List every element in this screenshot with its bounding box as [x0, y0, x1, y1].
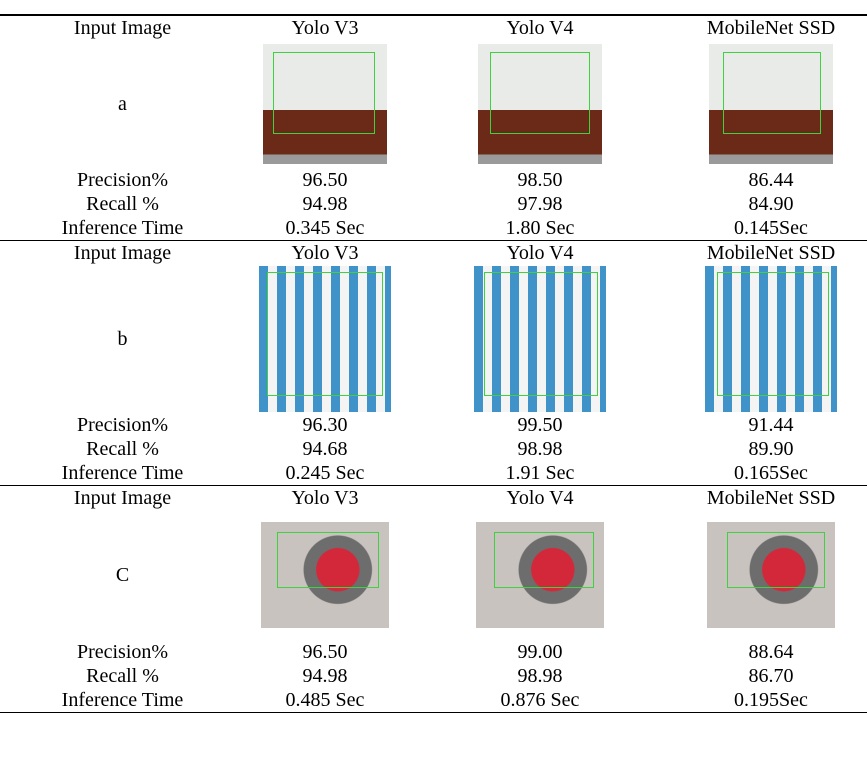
- metric-value: 0.145Sec: [675, 216, 867, 240]
- header-cell: Yolo V3: [245, 241, 405, 265]
- metric-value: 94.68: [245, 437, 405, 461]
- metric-value: 1.80 Sec: [405, 216, 675, 240]
- metric-value: 0.245 Sec: [245, 461, 405, 485]
- metric-value: 96.50: [245, 168, 405, 192]
- header-cell: MobileNet SSD: [675, 486, 867, 510]
- metric-value: 86.44: [675, 168, 867, 192]
- header-cell: Yolo V3: [245, 16, 405, 40]
- metric-value: 96.50: [245, 640, 405, 664]
- image-row: C: [0, 510, 867, 640]
- metric-label: Inference Time: [0, 461, 245, 485]
- metric-value: 99.00: [405, 640, 675, 664]
- metric-value: 98.50: [405, 168, 675, 192]
- metric-value: 96.30: [245, 413, 405, 437]
- image-cell: [245, 40, 405, 168]
- photo: [263, 44, 387, 164]
- image-cell: [245, 265, 405, 413]
- metric-label: Inference Time: [0, 688, 245, 712]
- metric-label: Inference Time: [0, 216, 245, 240]
- metric-value: 98.98: [405, 664, 675, 688]
- image-row: b: [0, 265, 867, 413]
- metric-value: 88.64: [675, 640, 867, 664]
- bounding-box: [717, 272, 829, 396]
- photo: [476, 522, 604, 628]
- photo: [259, 266, 391, 412]
- metric-value: 1.91 Sec: [405, 461, 675, 485]
- metric-value: 0.485 Sec: [245, 688, 405, 712]
- metric-label: Precision%: [0, 413, 245, 437]
- photo: [705, 266, 837, 412]
- image-cell: [245, 510, 405, 640]
- image-cell: [675, 510, 867, 640]
- image-cell: [675, 265, 867, 413]
- metric-value: 0.195Sec: [675, 688, 867, 712]
- bounding-box: [727, 532, 825, 588]
- header-cell: MobileNet SSD: [675, 16, 867, 40]
- image-cell: [405, 40, 675, 168]
- header-cell: Yolo V3: [245, 486, 405, 510]
- image-cell: [675, 40, 867, 168]
- metric-label: Recall %: [0, 437, 245, 461]
- bounding-box: [484, 272, 598, 396]
- image-cell: [405, 265, 675, 413]
- header-cell: Input Image: [0, 16, 245, 40]
- photo: [474, 266, 606, 412]
- header-cell: Yolo V4: [405, 241, 675, 265]
- metric-value: 97.98: [405, 192, 675, 216]
- bounding-box: [277, 532, 379, 588]
- metric-label: Precision%: [0, 640, 245, 664]
- photo: [709, 44, 833, 164]
- image-label: b: [0, 265, 245, 413]
- image-label: C: [0, 510, 245, 640]
- photo: [707, 522, 835, 628]
- photo: [261, 522, 389, 628]
- image-row: a: [0, 40, 867, 168]
- metric-value: 98.98: [405, 437, 675, 461]
- bounding-box: [273, 52, 375, 134]
- header-cell: Input Image: [0, 241, 245, 265]
- header-cell: Yolo V4: [405, 486, 675, 510]
- header-cell: Yolo V4: [405, 16, 675, 40]
- metric-label: Precision%: [0, 168, 245, 192]
- metric-value: 89.90: [675, 437, 867, 461]
- metric-value: 94.98: [245, 664, 405, 688]
- photo: [478, 44, 602, 164]
- metric-value: 86.70: [675, 664, 867, 688]
- metric-label: Recall %: [0, 192, 245, 216]
- metric-value: 84.90: [675, 192, 867, 216]
- header-cell: MobileNet SSD: [675, 241, 867, 265]
- image-label: a: [0, 40, 245, 168]
- metric-value: 0.876 Sec: [405, 688, 675, 712]
- image-cell: [405, 510, 675, 640]
- metric-value: 91.44: [675, 413, 867, 437]
- metric-value: 99.50: [405, 413, 675, 437]
- bounding-box: [494, 532, 594, 588]
- header-cell: Input Image: [0, 486, 245, 510]
- page: Input ImageYolo V3Yolo V4MobileNet SSDaP…: [0, 0, 867, 776]
- metric-value: 0.165Sec: [675, 461, 867, 485]
- bounding-box: [490, 52, 590, 134]
- metric-value: 94.98: [245, 192, 405, 216]
- bounding-box: [267, 272, 383, 396]
- bounding-box: [723, 52, 821, 134]
- metric-label: Recall %: [0, 664, 245, 688]
- metric-value: 0.345 Sec: [245, 216, 405, 240]
